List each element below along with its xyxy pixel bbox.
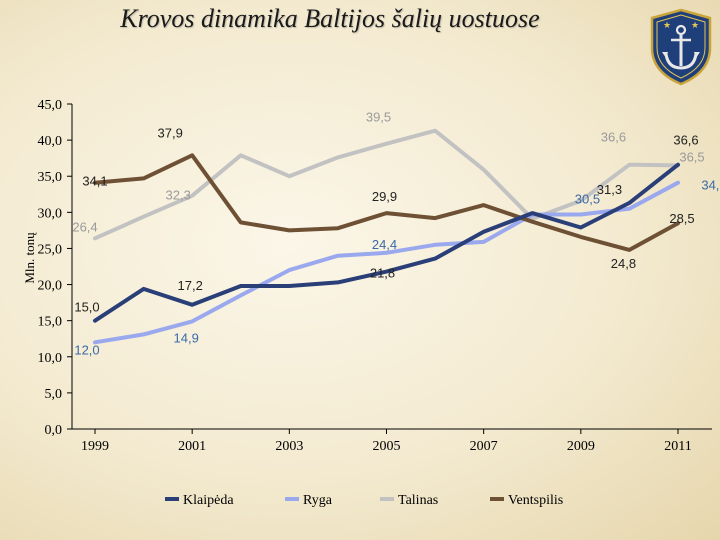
data-label: 34,1: [82, 174, 107, 189]
series-line-ventspilis: [93, 153, 680, 252]
x-tick-label: 2011: [664, 439, 691, 454]
x-tick-label: 2005: [373, 439, 401, 454]
series-lines: [93, 128, 680, 345]
x-tick-label: 2007: [470, 439, 498, 454]
data-label: 28,5: [669, 211, 694, 226]
y-tick-label: 20,0: [38, 279, 63, 294]
data-label: 30,5: [575, 192, 600, 207]
y-tick-label: 45,0: [38, 98, 63, 113]
data-label: 34,1: [701, 178, 720, 193]
x-tick-label: 2009: [567, 439, 595, 454]
y-tick-label: 0,0: [45, 423, 63, 438]
y-tick-label: 30,0: [38, 206, 63, 221]
data-label: 24,4: [372, 237, 397, 252]
legend: Klaipėda Ryga Talinas Ventspilis: [165, 493, 563, 508]
data-label: 17,2: [178, 278, 203, 293]
y-tick-label: 15,0: [38, 315, 63, 330]
x-tick-label: 1999: [81, 439, 109, 454]
legend-label: Ryga: [303, 493, 333, 508]
data-label: 36,6: [673, 133, 698, 148]
data-label: 39,5: [366, 110, 391, 125]
data-label: 15,0: [74, 300, 99, 315]
series-line-talinas: [93, 128, 680, 241]
data-label: 31,3: [597, 182, 622, 197]
y-tick-label: 25,0: [38, 242, 63, 257]
data-label: 12,0: [74, 342, 99, 357]
svg-text:★: ★: [691, 21, 699, 31]
x-tick-label: 2003: [275, 439, 303, 454]
legend-label: Klaipėda: [183, 493, 234, 508]
svg-text:★: ★: [663, 21, 671, 31]
legend-label: Ventspilis: [508, 493, 563, 508]
data-label: 36,5: [679, 149, 704, 164]
data-label: 32,3: [166, 188, 191, 203]
y-axis: 0,0 5,0 10,0 15,0 20,0 25,0 30,0 35,0 40,0 45,0: [38, 98, 73, 438]
y-tick-label: 35,0: [38, 170, 63, 185]
data-labels: 39,537,936,636,636,534,132,331,334,129,9…: [72, 110, 720, 358]
legend-label: Talinas: [398, 493, 438, 508]
data-label: 26,4: [72, 219, 97, 234]
chart-title: Krovos dinamika Baltijos šalių uostuose: [120, 4, 540, 33]
data-label: 29,9: [372, 189, 397, 204]
port-anchor-logo-icon: ★ ★: [650, 8, 712, 86]
y-axis-label: Mln. tonų: [22, 232, 37, 284]
data-label: 37,9: [158, 125, 183, 140]
y-tick-label: 5,0: [45, 387, 63, 402]
series-line-ryga: [93, 180, 680, 345]
series-line-klaipėda: [93, 162, 680, 323]
data-label: 24,8: [611, 256, 636, 271]
data-label: 36,6: [601, 130, 626, 145]
y-tick-label: 40,0: [38, 134, 63, 149]
x-axis: 1999 2001 2003 2005 2007 2009 2011: [72, 428, 712, 454]
x-tick-label: 2001: [178, 439, 206, 454]
data-label: 21,8: [370, 266, 395, 281]
data-label: 14,9: [174, 330, 199, 345]
y-tick-label: 10,0: [38, 351, 63, 366]
